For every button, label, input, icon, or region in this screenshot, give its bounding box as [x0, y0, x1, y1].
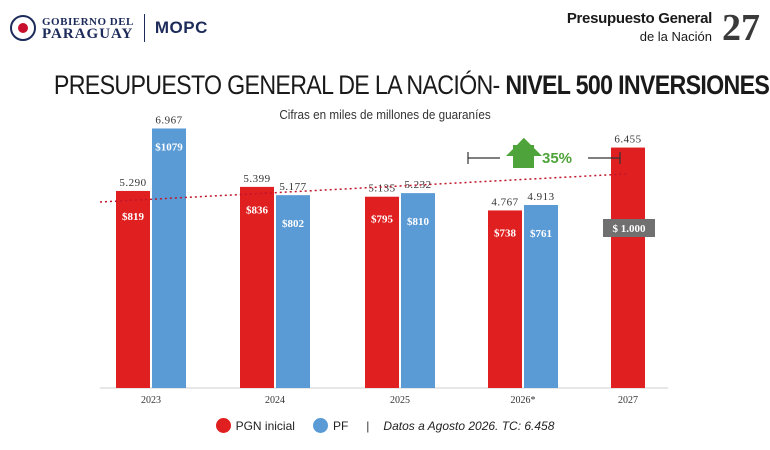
inner-label-pgn-2: $795: [371, 214, 394, 226]
category-label-0: 2023: [141, 395, 161, 406]
gobierno-wordmark: GOBIERNO DEL PARAGUAY: [42, 16, 134, 42]
bar-pgn-2: [365, 196, 399, 388]
category-label-3: 2026*: [511, 395, 536, 406]
value-label-pgn-2: 5.135: [368, 183, 395, 195]
inner-label-pf-0: $1079: [155, 141, 183, 153]
bar-pgn-3: [488, 210, 522, 388]
inner-label-pgn-1: $836: [246, 205, 269, 217]
gobierno-line1: GOBIERNO DEL: [42, 16, 134, 28]
pgn-badge: Presupuesto General de la Nación 27: [567, 7, 760, 50]
value-label-pf-0: 6.967: [155, 114, 182, 126]
value-label-pgn-3: 4.767: [491, 196, 518, 208]
inner-label-pf-1: $802: [282, 218, 305, 230]
legend-swatch-pf: [312, 418, 328, 433]
legend-swatch-pgn: [215, 418, 231, 433]
national-seal-icon: [10, 15, 36, 41]
bar-pf-3: [524, 204, 558, 388]
legend-item-pf: PF: [312, 418, 349, 433]
value-label-pf-2: 5.232: [404, 179, 431, 191]
legend-note: Datos a Agosto 2026. TC: 6.458: [383, 418, 555, 433]
mopc-logo: MOPC: [154, 18, 208, 37]
bar-pgn-4: [611, 147, 645, 388]
inner-label-pf-3: $761: [530, 228, 552, 240]
chart-title: PRESUPUESTO GENERAL DE LA NACIÓN- NIVEL …: [53, 70, 770, 101]
value-label-pf-3: 4.913: [527, 191, 554, 203]
legend-label-pgn: PGN inicial: [235, 418, 295, 433]
header: GOBIERNO DEL PARAGUAY MOPC Presupuesto G…: [0, 0, 770, 60]
category-label-1: 2024: [265, 395, 285, 406]
callout-label: $ 1.000: [613, 223, 647, 235]
growth-label: 35%: [542, 150, 572, 167]
bar-pf-0: [152, 128, 186, 388]
bar-pf-1: [276, 195, 310, 388]
gobierno-logo[interactable]: GOBIERNO DEL PARAGUAY MOPC: [10, 14, 208, 42]
badge-line2: de la Nación: [639, 29, 712, 44]
legend-label-pf: PF: [332, 418, 349, 433]
inner-label-pf-2: $810: [407, 216, 430, 228]
callout-box: [603, 219, 655, 237]
logo-divider: [143, 14, 145, 42]
category-label-2: 2025: [390, 395, 410, 406]
chart-legend: PGN inicial PF | Datos a Agosto 2026. TC…: [0, 418, 770, 433]
title-regular: PRESUPUESTO GENERAL DE LA NACIÓN-: [53, 70, 506, 100]
value-label-pgn-4: 6.455: [614, 134, 641, 146]
title-bold: NIVEL 500 INVERSIONES: [505, 70, 770, 100]
value-label-pgn-1: 5.399: [243, 173, 270, 185]
trend-line: [99, 173, 629, 203]
bar-pgn-1: [240, 186, 274, 388]
value-label-pgn-0: 5.290: [119, 177, 146, 189]
badge-number: 27: [722, 7, 760, 49]
badge-line1: Presupuesto General: [566, 10, 712, 27]
legend-separator: |: [366, 418, 370, 433]
bar-pgn-0: [116, 190, 150, 388]
bar-pf-2: [401, 193, 435, 388]
inner-label-pgn-0: $819: [122, 211, 145, 223]
growth-arrow-head-icon: [506, 138, 542, 168]
legend-item-pgn: PGN inicial: [215, 418, 295, 433]
value-label-pf-1: 5.177: [279, 181, 306, 193]
gobierno-line2: PARAGUAY: [42, 26, 134, 42]
category-label-4: 2027: [618, 395, 638, 406]
chart-subtitle: Cifras en miles de millones de guaraníes: [279, 107, 491, 122]
inner-label-pgn-3: $738: [494, 227, 517, 239]
